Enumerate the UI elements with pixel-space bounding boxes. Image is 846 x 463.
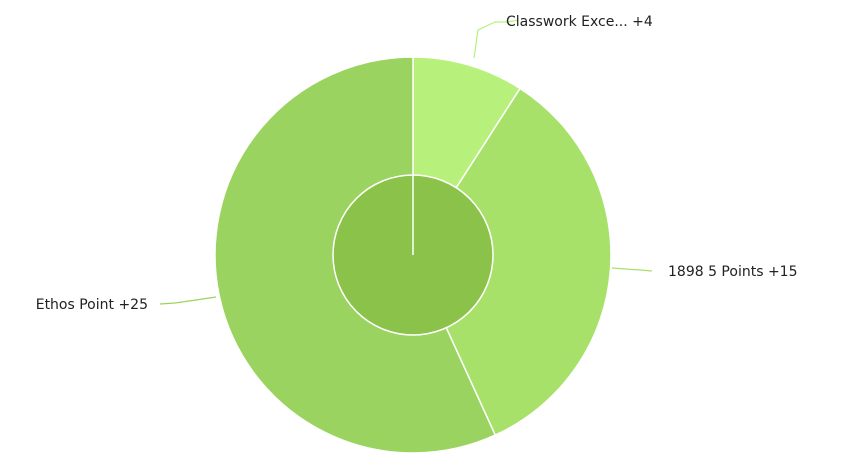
slice-label-1: Classwork Exce... +4 bbox=[506, 14, 653, 30]
leader-line-3 bbox=[159, 296, 217, 305]
slice-label-3: Ethos Point +25 bbox=[36, 297, 148, 313]
pie-slice-2[interactable] bbox=[412, 87, 612, 436]
label-layer: Classwork Exce... +4 1898 5 Points +15 Eth… bbox=[36, 14, 798, 313]
center-layer bbox=[332, 174, 494, 336]
leader-line-1 bbox=[473, 19, 519, 59]
leader-layer bbox=[159, 19, 653, 305]
leader-line-2 bbox=[611, 267, 653, 272]
slice-label-2: 1898 5 Points +15 bbox=[668, 264, 798, 280]
